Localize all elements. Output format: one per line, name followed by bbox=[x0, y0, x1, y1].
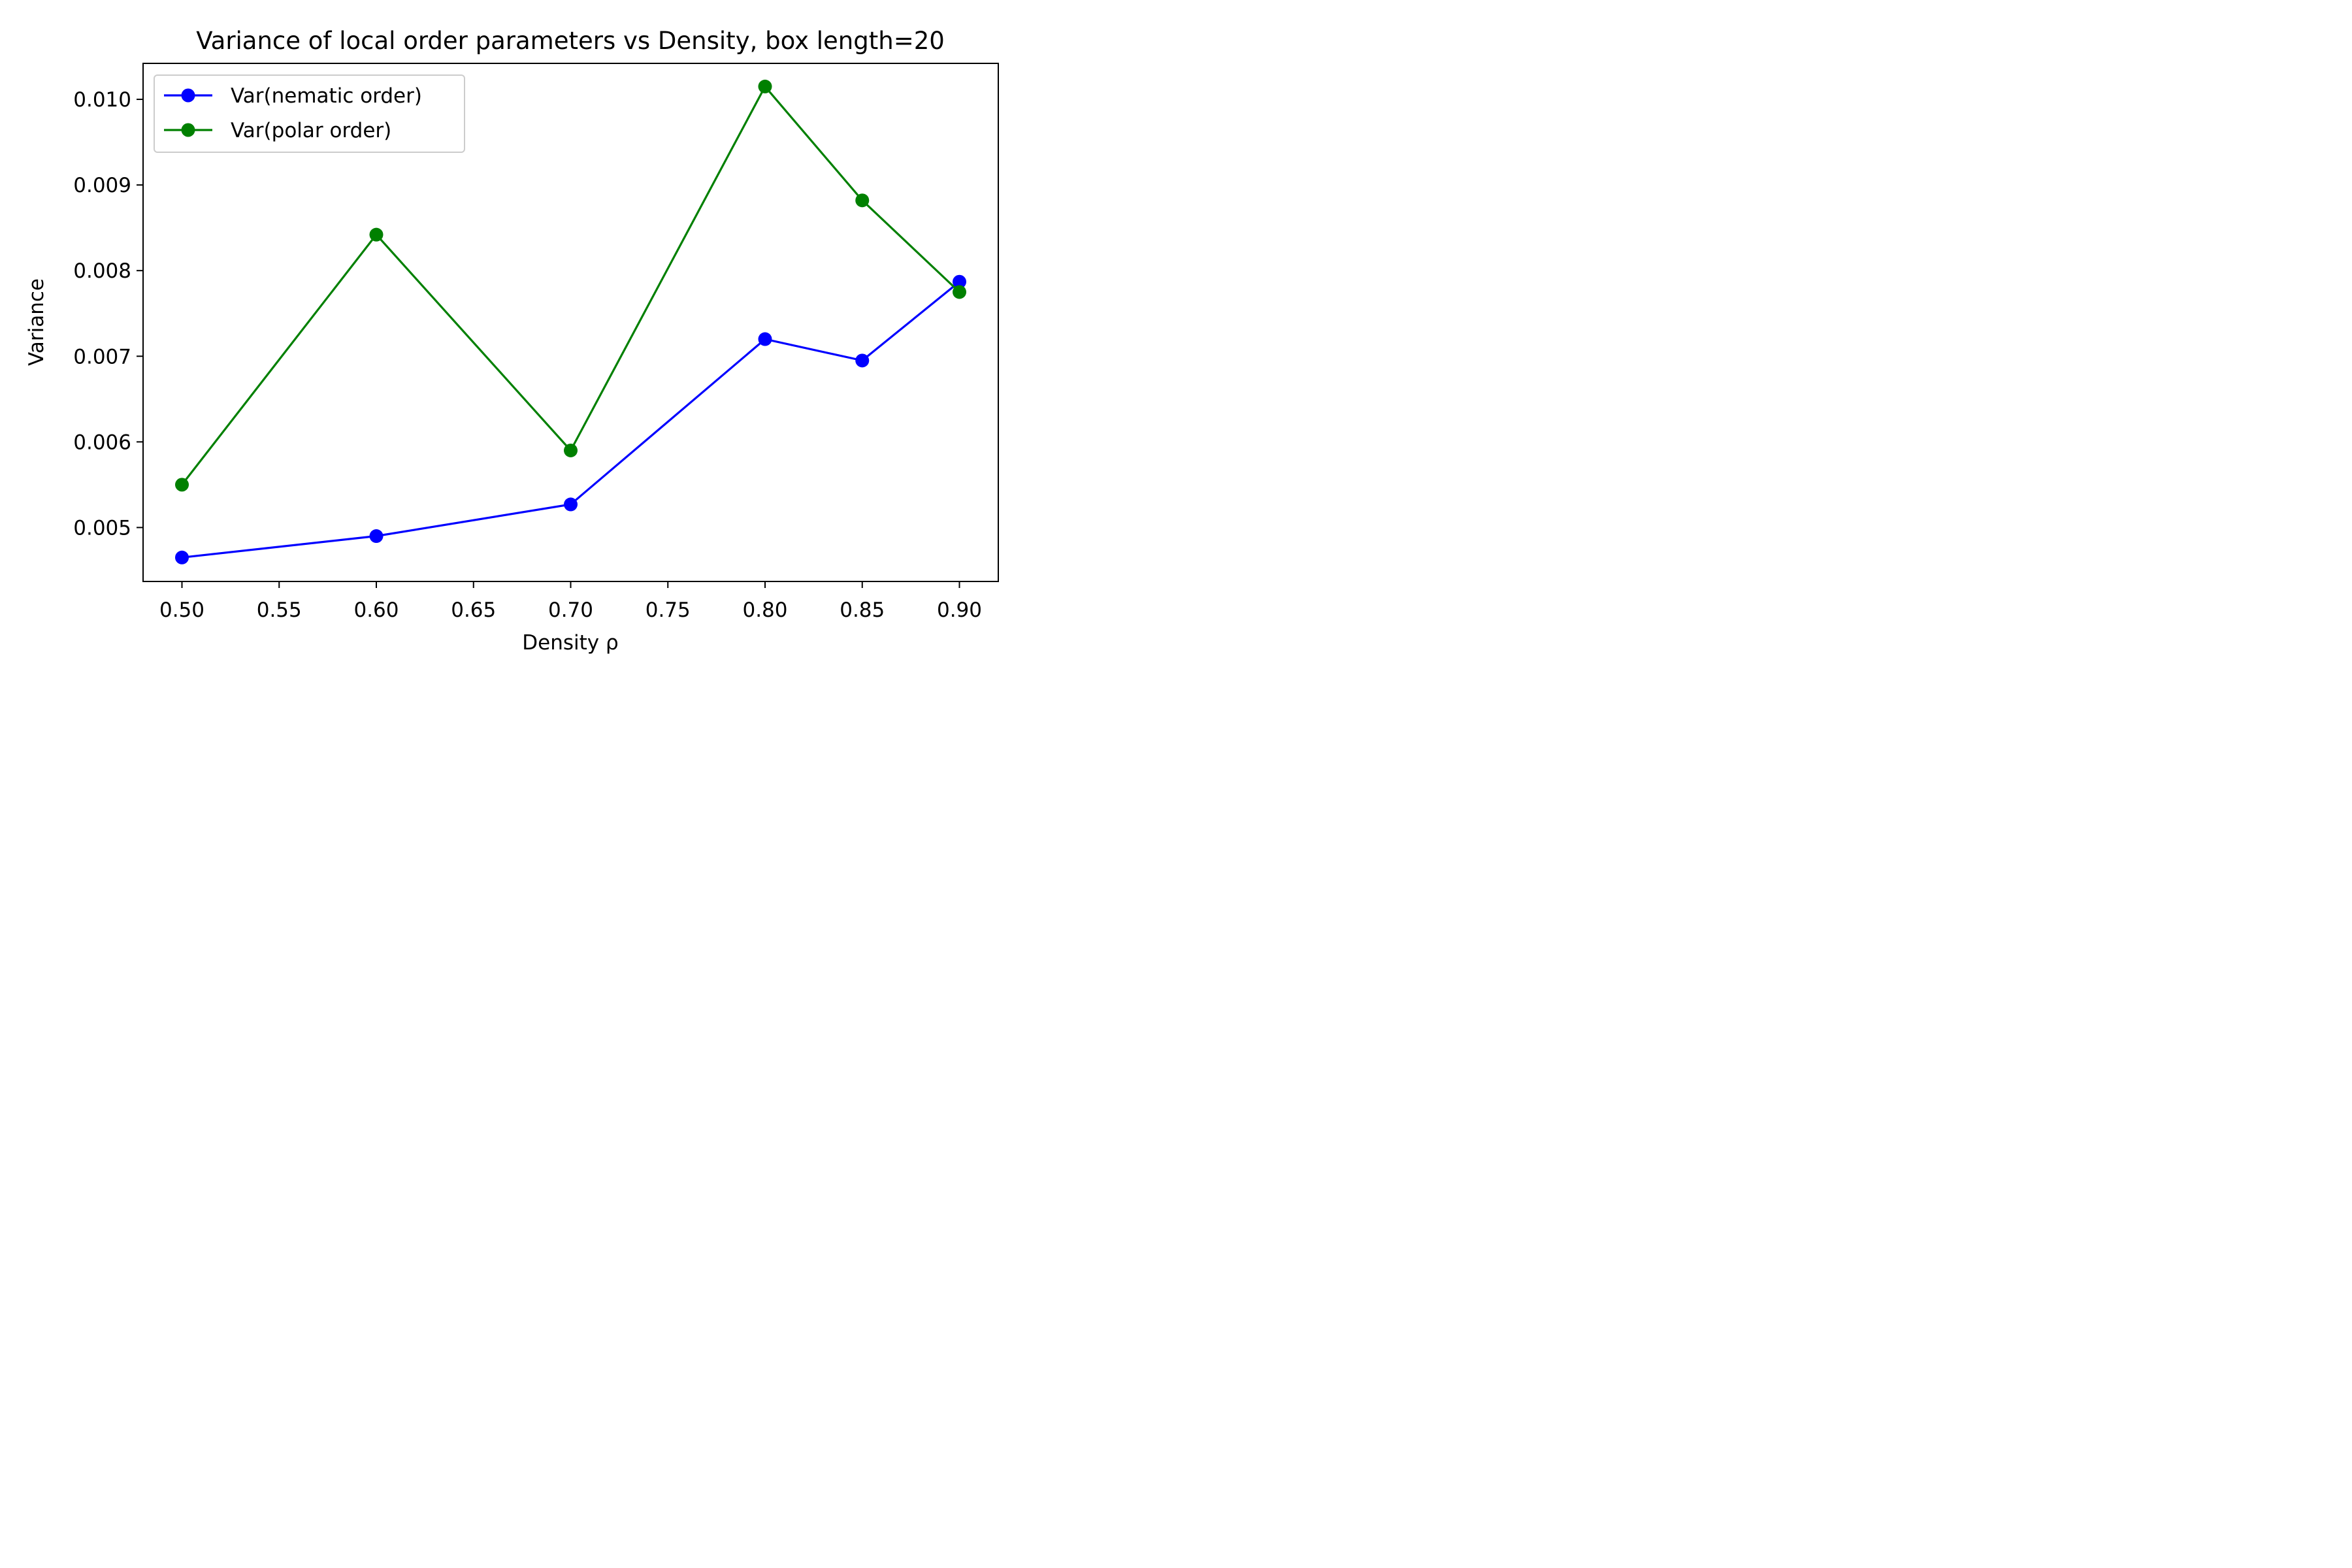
data-point-var-polar-order bbox=[758, 79, 772, 93]
series-layer bbox=[175, 79, 966, 564]
x-axis: 0.50 0.55 0.60 0.65 0.70 0.75 0.80 0.85 0.90 bbox=[159, 581, 982, 622]
data-point-var-polar-order bbox=[564, 443, 578, 457]
x-tick-label: 0.50 bbox=[159, 598, 204, 622]
series-var-nematic-order bbox=[175, 274, 966, 564]
x-tick-label: 0.55 bbox=[257, 598, 302, 622]
data-point-var-nematic-order bbox=[369, 529, 384, 544]
x-tick-label: 0.70 bbox=[548, 598, 593, 622]
data-point-var-polar-order bbox=[953, 285, 966, 299]
data-point-var-polar-order bbox=[369, 227, 384, 242]
x-tick-label: 0.85 bbox=[840, 598, 885, 622]
data-point-var-nematic-order bbox=[175, 550, 189, 564]
data-point-var-polar-order bbox=[175, 478, 189, 492]
series-line-var-nematic-order bbox=[182, 280, 960, 559]
figure-background bbox=[0, 0, 1020, 679]
series-line-var-polar-order bbox=[181, 84, 960, 485]
line-chart: Variance of local order parameters vs De… bbox=[0, 0, 1020, 679]
series-var-polar-order bbox=[175, 79, 966, 492]
chart-title: Variance of local order parameters vs De… bbox=[196, 27, 945, 55]
x-axis-label: Density ρ bbox=[522, 631, 618, 655]
data-point-var-nematic-order bbox=[758, 332, 772, 346]
y-tick-label: 0.008 bbox=[73, 259, 131, 283]
legend-label: Var(nematic order) bbox=[231, 84, 422, 108]
data-point-var-polar-order bbox=[855, 193, 870, 208]
y-tick-label: 0.009 bbox=[73, 174, 131, 197]
x-tick-label: 0.80 bbox=[742, 598, 787, 622]
data-point-var-nematic-order bbox=[564, 497, 578, 512]
legend: Var(nematic order) Var(polar order) bbox=[154, 74, 465, 153]
x-tick-label: 0.65 bbox=[451, 598, 496, 622]
legend-marker bbox=[181, 88, 195, 103]
y-axis: 0.005 0.006 0.007 0.008 0.009 0.010 bbox=[73, 88, 143, 540]
y-tick-label: 0.007 bbox=[73, 345, 131, 368]
legend-label: Var(polar order) bbox=[231, 119, 391, 142]
data-point-var-nematic-order bbox=[855, 353, 870, 368]
y-tick-label: 0.005 bbox=[73, 516, 131, 540]
data-point-var-nematic-order bbox=[953, 274, 966, 289]
x-tick-label: 0.90 bbox=[937, 598, 982, 622]
legend-box bbox=[154, 74, 465, 153]
x-tick-label: 0.60 bbox=[353, 598, 399, 622]
y-tick-label: 0.010 bbox=[73, 88, 131, 112]
legend-marker bbox=[181, 123, 195, 137]
y-axis-label: Variance bbox=[25, 278, 48, 366]
y-tick-label: 0.006 bbox=[73, 431, 131, 454]
x-tick-label: 0.75 bbox=[645, 598, 691, 622]
